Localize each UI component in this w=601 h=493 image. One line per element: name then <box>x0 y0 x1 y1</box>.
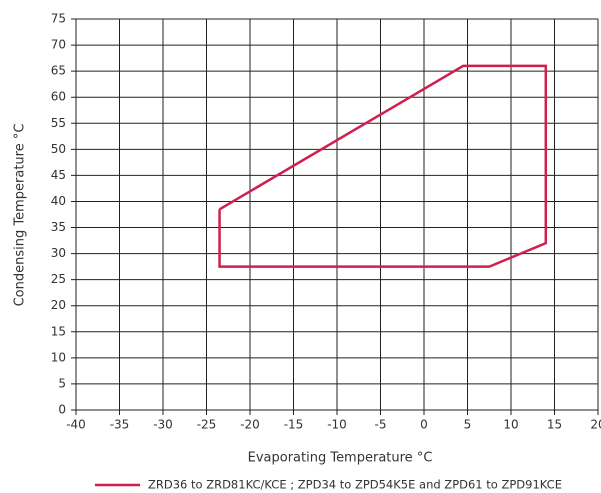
x-tick-label: -20 <box>240 418 260 432</box>
legend-label: ZRD36 to ZRD81KC/KCE ; ZPD34 to ZPD54K5E… <box>148 478 562 492</box>
y-tick-label: 50 <box>51 142 66 156</box>
y-tick-label: 0 <box>58 403 66 417</box>
x-tick-label: -25 <box>197 418 217 432</box>
x-tick-label: 10 <box>503 418 518 432</box>
y-tick-label: 55 <box>51 116 66 130</box>
y-tick-label: 70 <box>51 38 66 52</box>
x-tick-label: -5 <box>375 418 387 432</box>
y-tick-label: 10 <box>51 350 66 364</box>
y-axis-label: Condensing Temperature °C <box>13 124 28 307</box>
y-tick-label: 75 <box>51 12 66 26</box>
x-tick-label: -30 <box>153 418 173 432</box>
x-tick-label: 5 <box>464 418 472 432</box>
x-tick-label: -35 <box>110 418 130 432</box>
x-tick-label: -15 <box>284 418 304 432</box>
x-tick-label: -10 <box>327 418 347 432</box>
x-tick-label: -40 <box>66 418 86 432</box>
y-tick-label: 15 <box>51 324 66 338</box>
x-tick-label: 20 <box>590 418 601 432</box>
y-tick-label: 65 <box>51 64 66 78</box>
y-tick-label: 30 <box>51 246 66 260</box>
y-tick-label: 40 <box>51 194 66 208</box>
y-tick-label: 25 <box>51 272 66 286</box>
y-tick-label: 5 <box>58 376 66 390</box>
x-tick-label: 0 <box>420 418 428 432</box>
y-tick-label: 60 <box>51 90 66 104</box>
envelope-line <box>218 64 548 268</box>
y-tick-label: 35 <box>51 220 66 234</box>
y-tick-label: 45 <box>51 168 66 182</box>
x-axis-label: Evaporating Temperature °C <box>248 451 433 466</box>
x-tick-label: 15 <box>547 418 562 432</box>
y-tick-label: 20 <box>51 298 66 312</box>
